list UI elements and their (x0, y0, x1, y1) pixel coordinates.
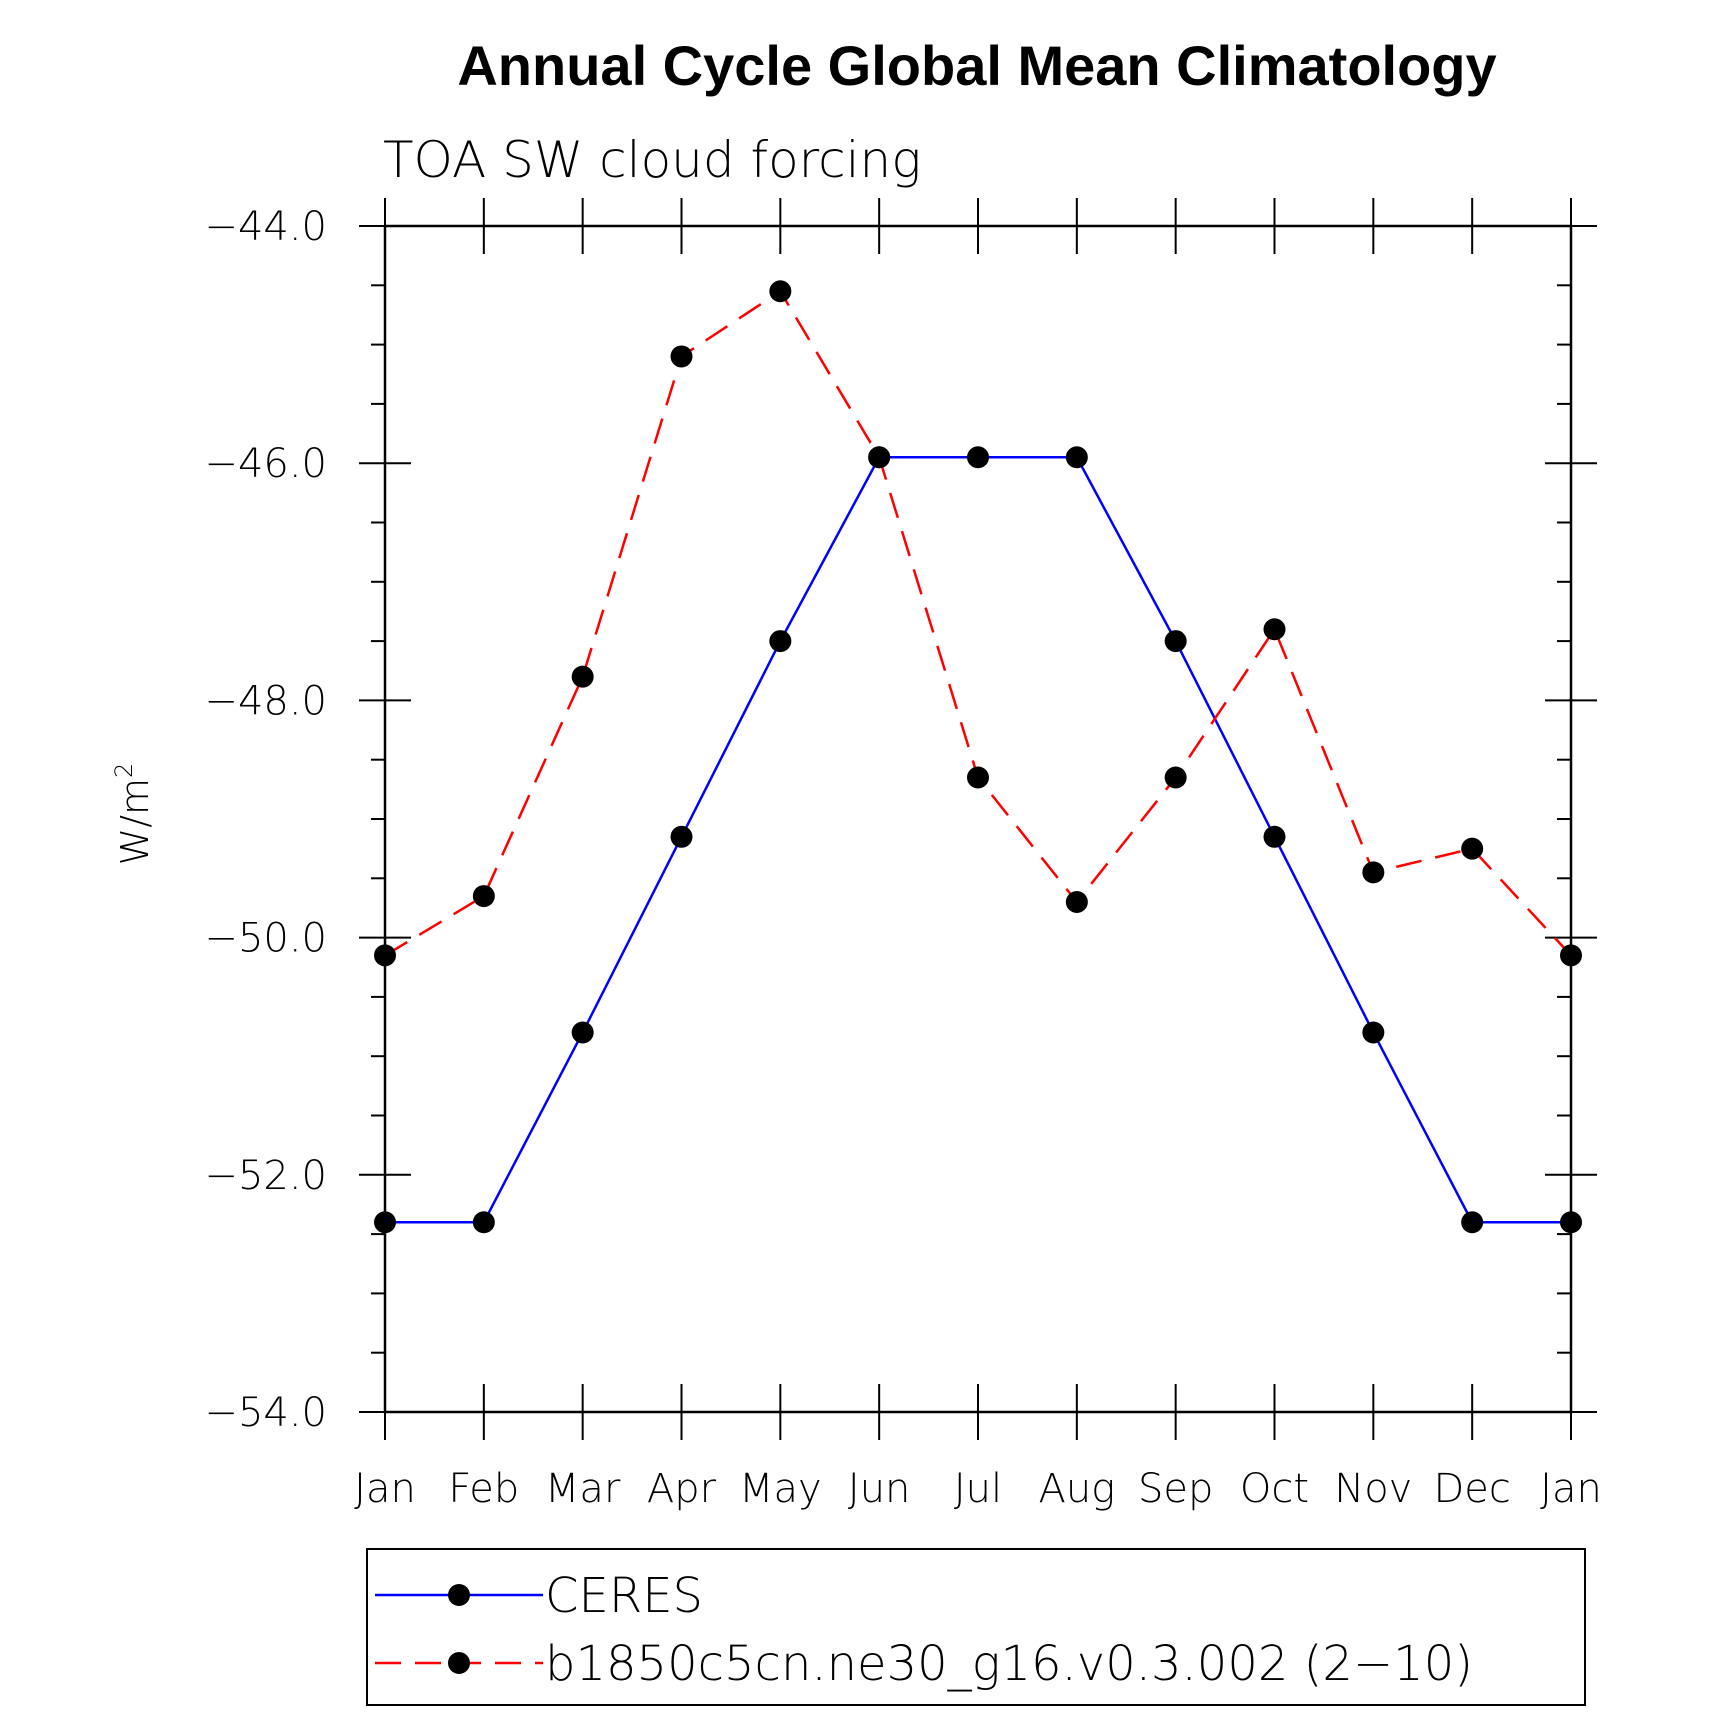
series-layer (374, 280, 1582, 1234)
data-point (472, 1211, 495, 1234)
x-tick-label: Mar (545, 1466, 621, 1512)
data-point (868, 446, 891, 469)
data-point (670, 825, 693, 848)
data-point (1560, 1211, 1582, 1234)
y-tick-label: −44.0 (204, 204, 327, 250)
x-tick-label: Dec (1433, 1466, 1510, 1512)
legend-label-model: b1850c5cn.ne30_g16.v0.3.002 (2−10) (545, 1636, 1473, 1692)
plot-frame (383, 224, 1573, 1414)
data-point (670, 345, 693, 368)
chart-subtitle: TOA SW cloud forcing (383, 131, 921, 189)
series-line (384, 289, 1572, 957)
y-tick-label: −48.0 (204, 678, 327, 724)
data-point (769, 630, 792, 653)
series-0 (374, 446, 1582, 1234)
y-tick-label: −50.0 (204, 916, 327, 962)
y-tick-label: −52.0 (204, 1153, 327, 1199)
legend-item-model: b1850c5cn.ne30_g16.v0.3.002 (2−10) (375, 1636, 1473, 1692)
x-tick-label: Aug (1038, 1466, 1115, 1512)
data-point (967, 766, 989, 789)
chart-title: Annual Cycle Global Mean Climatology (457, 34, 1496, 97)
data-point (1461, 1211, 1484, 1234)
x-tick-label: Apr (647, 1466, 717, 1512)
legend: CERES b1850c5cn.ne30_g16.v0.3.002 (2−10) (366, 1548, 1586, 1706)
data-point (1362, 1021, 1385, 1044)
series-line (385, 456, 1571, 1224)
x-tick-label: Jan (1540, 1466, 1602, 1512)
x-tick-label: Feb (448, 1466, 519, 1512)
legend-marker-ceres (448, 1584, 470, 1606)
data-point (1263, 825, 1286, 848)
x-tick-label: Jun (848, 1466, 911, 1512)
x-tick-label: Oct (1240, 1466, 1309, 1512)
data-point (374, 1211, 396, 1234)
svg-text:W/m2: W/m2 (110, 763, 157, 866)
data-point (374, 944, 396, 967)
data-point (1461, 837, 1484, 860)
x-axis-ticks: Jan Feb Mar Apr May Jun Jul Aug Sep Oct Nov Dec Jan (354, 198, 1602, 1512)
data-point (769, 280, 792, 303)
data-point (1560, 944, 1582, 967)
data-point (571, 1021, 594, 1044)
data-point (967, 446, 989, 469)
legend-box (366, 1548, 1586, 1706)
x-tick-label: Sep (1138, 1466, 1213, 1512)
legend-item-ceres: CERES (375, 1568, 703, 1624)
data-point (571, 665, 594, 688)
data-point (1065, 891, 1088, 914)
data-point (1164, 630, 1187, 653)
x-tick-label: Jan (354, 1466, 416, 1512)
series-1 (374, 280, 1582, 967)
plot-border (383, 224, 1573, 1414)
y-axis-ticks: −44.0 −46.0 −48.0 −50.0 −52.0 −54.0 (204, 204, 1597, 1436)
y-tick-label: −46.0 (204, 441, 327, 487)
data-point (1065, 446, 1088, 469)
x-tick-label: Jul (954, 1466, 1002, 1512)
data-point (1263, 618, 1286, 641)
y-axis-label-superscript: 2 (110, 763, 138, 778)
x-tick-label: Nov (1334, 1466, 1412, 1512)
data-point (1362, 861, 1385, 884)
y-axis-label: W/m (113, 778, 157, 865)
legend-marker-model (448, 1652, 470, 1674)
data-point (1164, 766, 1187, 789)
x-tick-label: May (739, 1466, 822, 1512)
legend-label-ceres: CERES (545, 1568, 703, 1624)
y-tick-label: −54.0 (204, 1390, 327, 1436)
y-axis-title: W/m2 (110, 763, 157, 866)
data-point (472, 885, 495, 908)
